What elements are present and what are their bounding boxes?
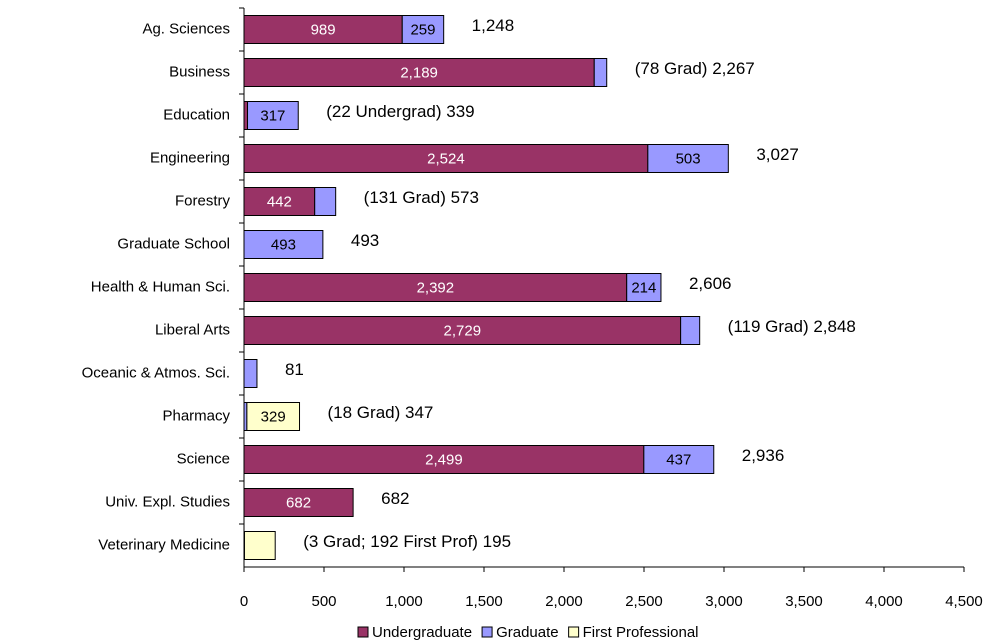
data-label: 317 — [260, 107, 285, 124]
y-tick-label: Engineering — [150, 149, 230, 166]
data-label: 503 — [676, 150, 701, 167]
bar-segment — [401, 15, 445, 44]
annotation: 1,248 — [472, 16, 515, 35]
y-tick-label: Graduate School — [117, 235, 230, 252]
x-tick-label: 2,000 — [545, 593, 583, 610]
bar-segment — [647, 144, 729, 173]
bar-segment — [680, 316, 701, 345]
y-tick-label: Health & Human Sci. — [91, 278, 230, 295]
legend-swatch — [568, 626, 580, 638]
data-label: 2,392 — [417, 279, 455, 296]
bar-segment — [314, 187, 337, 216]
y-tick-label: Univ. Expl. Studies — [105, 493, 230, 510]
annotation: 2,606 — [689, 274, 732, 293]
data-label: 437 — [666, 451, 691, 468]
y-tick-label: Forestry — [175, 192, 231, 209]
legend-label: Undergraduate — [372, 624, 472, 641]
annotation: (78 Grad) 2,267 — [635, 59, 755, 78]
y-tick-label: Business — [169, 63, 230, 80]
x-tick-label: 4,000 — [865, 593, 903, 610]
bar-segment — [243, 488, 354, 517]
data-label: 2,189 — [400, 64, 438, 81]
legend-swatch — [481, 626, 493, 638]
x-tick-label: 1,000 — [385, 593, 423, 610]
y-tick-label: Science — [177, 450, 230, 467]
y-tick-label: Education — [163, 106, 230, 123]
bar-segment — [243, 273, 628, 302]
annotation: (18 Grad) 347 — [328, 403, 434, 422]
legend-label: Graduate — [496, 624, 559, 641]
x-tick-label: 3,500 — [785, 593, 823, 610]
annotation: 3,027 — [756, 145, 799, 164]
x-tick-label: 1,500 — [465, 593, 503, 610]
bar-segment — [243, 58, 595, 87]
data-label: 682 — [286, 494, 311, 511]
y-tick-label: Liberal Arts — [155, 321, 230, 338]
y-tick-label: Veterinary Medicine — [98, 536, 230, 553]
bar-segment — [626, 273, 662, 302]
bar-segment — [643, 445, 715, 474]
bar-segment — [243, 531, 276, 560]
annotation: 2,936 — [742, 446, 785, 465]
data-label: 493 — [271, 236, 296, 253]
legend-label: First Professional — [583, 624, 699, 641]
data-label: 2,499 — [425, 451, 463, 468]
annotation: 81 — [285, 360, 304, 379]
bar-segment — [243, 101, 249, 130]
bar-segment — [243, 144, 649, 173]
x-tick-label: 500 — [311, 593, 336, 610]
legend-swatch — [357, 626, 369, 638]
data-label: 989 — [311, 21, 336, 38]
bar-segment — [243, 187, 316, 216]
data-label: 442 — [267, 193, 292, 210]
x-tick-label: 4,500 — [945, 593, 983, 610]
legend: Undergraduate Graduate First Professional — [357, 624, 699, 641]
bar-segment — [243, 445, 645, 474]
data-label: 2,729 — [444, 322, 482, 339]
data-label: 329 — [261, 408, 286, 425]
x-tick-label: 2,500 — [625, 593, 663, 610]
y-tick-label: Pharmacy — [162, 407, 230, 424]
x-tick-label: 3,000 — [705, 593, 743, 610]
bar-segment — [247, 101, 299, 130]
bar-segment — [243, 359, 258, 388]
bar-segment — [593, 58, 608, 87]
bar-segment — [243, 230, 324, 259]
data-label: 2,524 — [427, 150, 465, 167]
bar-segment — [246, 402, 301, 431]
annotation: (22 Undergrad) 339 — [326, 102, 474, 121]
data-label: 214 — [631, 279, 656, 296]
annotation: (3 Grad; 192 First Prof) 195 — [303, 532, 511, 551]
x-tick-label: 0 — [240, 593, 248, 610]
annotation: (131 Grad) 573 — [364, 188, 479, 207]
annotation: 493 — [351, 231, 379, 250]
y-tick-label: Ag. Sciences — [142, 20, 230, 37]
annotation: (119 Grad) 2,848 — [728, 317, 856, 336]
y-tick-label: Oceanic & Atmos. Sci. — [82, 364, 230, 381]
data-label: 259 — [410, 21, 435, 38]
annotation: 682 — [381, 489, 409, 508]
bar-segment — [243, 316, 682, 345]
